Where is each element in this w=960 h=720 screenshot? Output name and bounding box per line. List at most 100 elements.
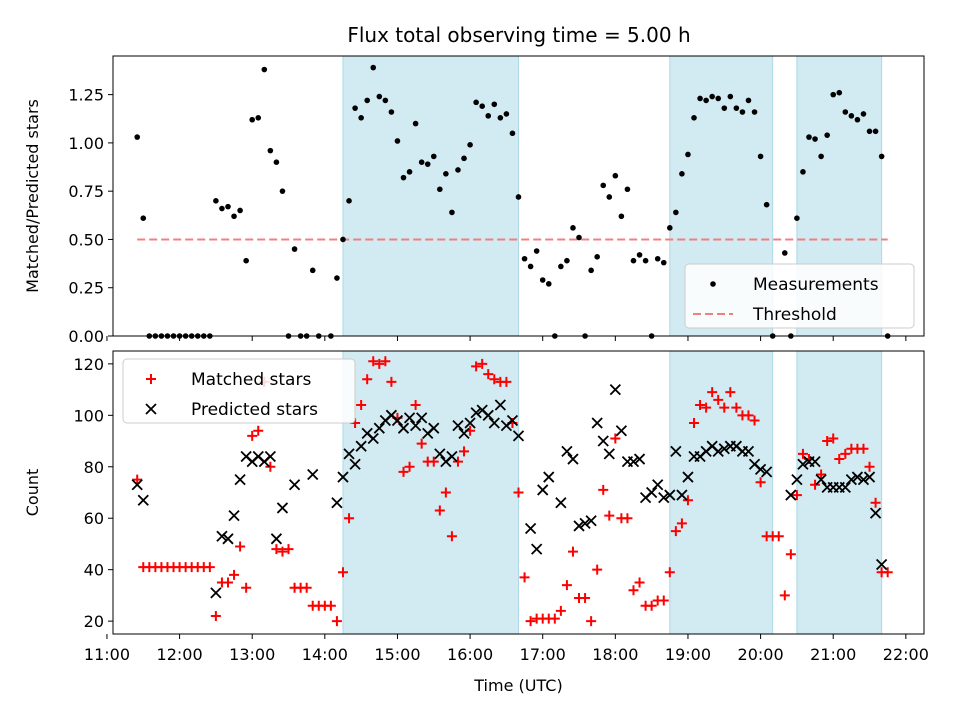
matched-star-point	[561, 580, 572, 591]
measurement-point	[346, 198, 352, 204]
matched-star-point	[664, 567, 675, 578]
matched-star-point	[816, 469, 827, 480]
measurement-point	[515, 194, 522, 200]
measurement-point	[309, 267, 316, 274]
measurement-point	[624, 186, 631, 193]
bottom-plot-frame	[112, 350, 925, 635]
measurement-point	[370, 64, 377, 71]
measurement-point	[818, 153, 824, 160]
measurement-point	[412, 120, 419, 127]
predicted-star-point	[652, 479, 664, 491]
predicted-star-point	[367, 432, 379, 445]
measurement-point	[594, 254, 600, 260]
y-tick-label: 0.00	[68, 327, 104, 346]
top-legend-box	[684, 263, 915, 329]
x-tick-label: 12:00	[157, 645, 203, 664]
measurement-point	[479, 103, 485, 110]
predicted-star-point	[573, 520, 585, 532]
predicted-star-point	[633, 453, 646, 465]
matched-star-point	[828, 433, 839, 444]
predicted-star-point	[409, 419, 422, 432]
measurement-point	[382, 97, 389, 104]
measurement-point	[763, 201, 770, 208]
measurement-point	[781, 250, 788, 256]
predicted-star-point	[863, 471, 876, 483]
predicted-star-point	[597, 435, 609, 447]
shaded-period	[342, 350, 519, 635]
measurement-point	[715, 95, 722, 102]
x-axis-label: Time (UTC)	[473, 676, 562, 695]
matched-star-point	[301, 582, 312, 593]
shaded-period	[342, 55, 519, 337]
measurement-point	[667, 225, 673, 231]
measurement-point	[618, 213, 625, 220]
measurement-point	[642, 257, 649, 264]
measurement-point	[878, 153, 885, 160]
predicted-star-point	[464, 417, 476, 429]
measurement-point	[376, 93, 383, 100]
predicted-star-point	[851, 471, 864, 483]
matched-star-point	[628, 585, 639, 596]
predicted-star-point	[567, 453, 579, 465]
measurement-point	[249, 116, 256, 123]
matched-star-point	[567, 546, 578, 557]
measurement-point	[751, 109, 758, 115]
matched-star-point	[501, 376, 512, 387]
matched-star-point	[241, 582, 252, 593]
measurement-point	[509, 130, 516, 137]
matched-star-point	[452, 456, 463, 467]
y-tick-label: 0.75	[68, 182, 104, 201]
x-tick-label: 11:00	[84, 645, 130, 664]
x-tick-label: 16:00	[447, 645, 493, 664]
shaded-period	[796, 350, 883, 635]
matched-star-point	[446, 531, 457, 542]
measurement-point	[279, 188, 286, 194]
measurement-point	[443, 170, 449, 177]
predicted-star-point	[403, 412, 416, 424]
measurement-point	[739, 109, 746, 115]
measurement-point	[709, 93, 715, 100]
y-tick-label: 120	[73, 355, 104, 374]
matched-star-point	[749, 415, 760, 426]
x-tick-label: 13:00	[229, 645, 275, 664]
matched-star-point	[870, 497, 881, 508]
y-tick-label: 0.50	[68, 230, 104, 249]
matched-star-point	[549, 613, 560, 624]
matched-star-point	[325, 600, 336, 611]
measurement-point	[261, 66, 268, 73]
measurement-point	[231, 213, 237, 220]
measurement-point	[673, 209, 679, 216]
predicted-star-point	[585, 515, 597, 527]
predicted-star-point	[658, 492, 670, 504]
predicted-star-point	[270, 533, 283, 545]
legend-label: Measurements	[753, 275, 879, 295]
matched-star-point	[725, 387, 736, 398]
measurement-point	[225, 203, 231, 210]
measurement-point	[806, 134, 812, 140]
measurement-point	[612, 172, 619, 179]
x-tick-label: 15:00	[374, 645, 420, 664]
measurement-point	[576, 234, 582, 241]
legend-label: Threshold	[752, 305, 837, 325]
predicted-star-point	[482, 409, 494, 421]
measurement-point	[860, 111, 867, 117]
matched-star-point	[222, 577, 233, 588]
measurement-point	[630, 257, 637, 264]
matched-star-point	[676, 518, 687, 529]
matched-star-point	[428, 456, 439, 467]
matched-star-point	[658, 595, 669, 606]
bottom-legend-box	[122, 358, 356, 424]
predicted-star-point	[609, 383, 621, 396]
measurement-point	[660, 259, 667, 266]
predicted-star-point	[785, 489, 797, 501]
measurement-point	[213, 198, 219, 204]
measurement-point	[800, 169, 806, 175]
y-tick-label: 40	[84, 561, 104, 580]
predicted-star-point	[276, 502, 289, 514]
measurement-point	[745, 97, 752, 104]
predicted-star-point	[222, 533, 234, 545]
legend-marker-matched	[146, 374, 156, 384]
predicted-star-point	[307, 468, 319, 481]
y-tick-label: 80	[84, 458, 104, 477]
measurement-point	[437, 186, 443, 193]
